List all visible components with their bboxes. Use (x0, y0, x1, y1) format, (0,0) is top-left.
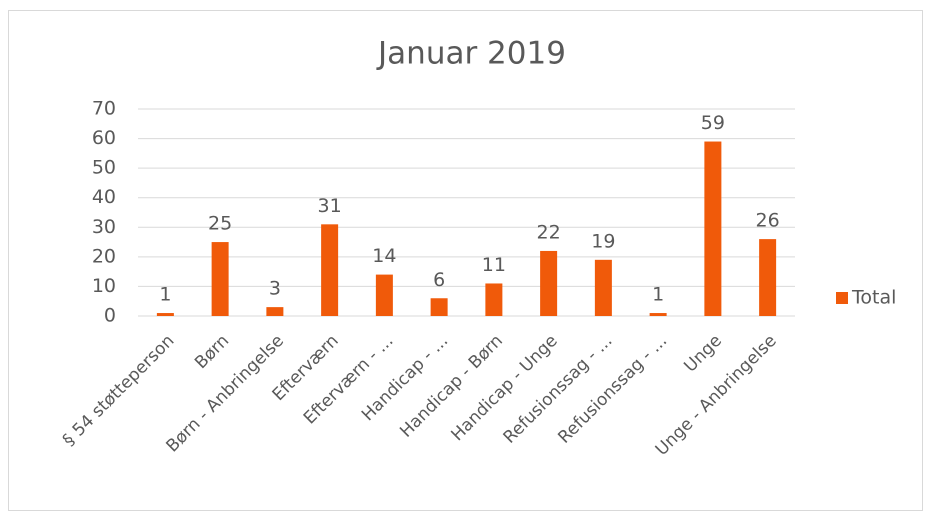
data-label: 11 (482, 254, 506, 276)
data-label: 26 (756, 210, 780, 232)
data-label: 3 (269, 278, 281, 300)
bar (649, 313, 667, 316)
data-label: 1 (652, 284, 664, 306)
bar (211, 242, 229, 316)
data-label: 6 (433, 269, 445, 291)
data-label: 22 (537, 221, 561, 243)
bar (266, 307, 284, 316)
bar (759, 239, 777, 316)
bar (485, 283, 503, 316)
bar (594, 259, 612, 316)
y-tick-label: 0 (104, 305, 116, 327)
data-label: 59 (701, 112, 725, 134)
data-label: 25 (208, 213, 232, 235)
data-label: 1 (159, 284, 171, 306)
bar (430, 298, 448, 316)
data-label: 31 (318, 195, 342, 217)
bar (704, 141, 722, 316)
y-tick-label: 30 (92, 216, 116, 238)
bar (156, 313, 174, 316)
y-tick-label: 50 (92, 157, 116, 179)
y-tick-label: 20 (92, 245, 116, 267)
bar (540, 250, 558, 316)
y-tick-label: 40 (92, 186, 116, 208)
data-label: 19 (591, 230, 615, 252)
y-tick-label: 10 (92, 275, 116, 297)
bar (375, 274, 393, 316)
legend-label: Total (851, 287, 896, 309)
legend-swatch (836, 292, 848, 304)
y-tick-label: 70 (92, 98, 116, 120)
bar (321, 224, 339, 316)
y-tick-label: 60 (92, 127, 116, 149)
chart-title: Januar 2019 (376, 36, 566, 72)
data-label: 14 (372, 245, 396, 267)
